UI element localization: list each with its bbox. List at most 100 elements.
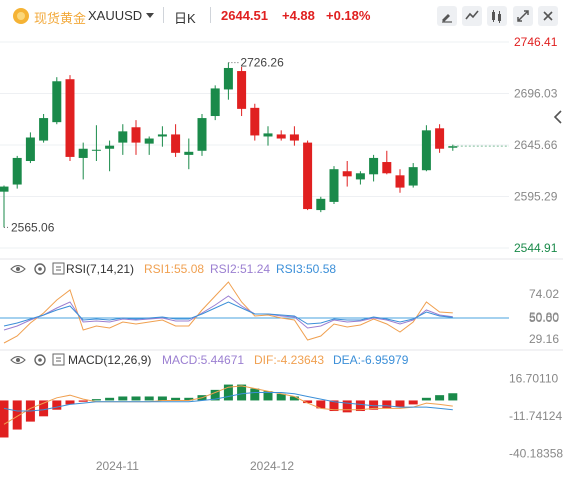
macd-bar [263,391,273,401]
candle-body [0,186,9,192]
candle-body [184,151,194,155]
candle-body [355,173,365,180]
instrument-name: 现货黄金 [34,11,87,26]
macd-bar [382,400,392,409]
macd-bar [184,397,194,401]
rsi2-value: RSI2:51.24 [210,262,270,276]
macd-bar [105,397,115,401]
period-selector[interactable]: 日K [174,11,196,26]
macd-bar [157,396,167,401]
macd-bar [329,400,339,412]
expand-icon[interactable] [52,262,65,275]
eye-icon[interactable] [10,264,26,274]
candle-body [118,131,128,143]
candle-body [12,157,22,185]
candle-body [78,148,88,158]
price-grid [0,41,509,249]
macd-bar [369,400,379,410]
divider [210,7,211,23]
gold-coin-icon [13,8,29,24]
y-tick-label: 16.70110 [509,371,558,385]
y-tick-label: -11.74124 [509,409,562,423]
x-tick-label: 2024-12 [250,459,294,473]
rsi2-line [3,295,453,331]
price-change: +4.88 [282,8,315,23]
settings-icon[interactable] [34,354,46,366]
macd-bar [289,396,299,401]
y-tick-label: 2645.66 [514,138,558,152]
macd-bar [131,396,141,401]
macd-bar [0,400,9,438]
svg-text:2726.26: 2726.26 [240,56,284,70]
macd-bar [408,400,418,405]
candle-body [210,88,220,117]
candle-body [131,127,141,143]
macd-bar [144,396,154,401]
macd-bar [171,397,181,401]
candle-body [435,128,445,149]
candle-body [316,198,326,211]
dif-value: DIF:-4.23643 [254,353,324,367]
dif-line [3,385,453,425]
candle-body [276,134,286,139]
draw-tool-icon[interactable] [437,6,457,26]
candle-body [25,137,35,162]
collapse-arrow-icon[interactable] [553,110,562,124]
instrument-symbol[interactable]: XAUUSD [88,8,143,23]
divider [163,7,164,23]
macd-bar [276,393,286,401]
macd-bar [39,400,49,417]
macd-bar [342,400,352,413]
close-icon[interactable] [538,6,558,26]
candle-body [395,175,405,188]
last-price: 2644.51 [221,8,268,23]
candle-body [382,162,392,174]
candle-body [223,67,233,90]
candle-body [171,134,181,153]
rsi-title: RSI(7,14,21) [66,262,134,276]
macd-bar [12,400,22,430]
indicator-icon[interactable] [462,6,482,26]
candle-body [157,134,167,137]
x-axis: 2024-11 2024-12 [96,459,295,473]
macd-value: MACD:5.44671 [162,353,244,367]
high-annotation: 2726.26 [228,56,284,70]
macd-bar [65,400,75,405]
macd-bar [223,384,233,401]
candle-body [369,157,379,175]
price-candles [0,62,458,228]
rsi1-line [3,281,453,344]
macd-bar [303,400,313,404]
y-tick-label: 29.16 [529,332,559,346]
rsi3-value: RSI3:50.58 [276,262,336,276]
y-tick-label: 2544.91 [514,241,558,255]
dea-line [3,392,453,412]
compare-icon[interactable] [487,6,507,26]
candle-body [421,130,431,171]
macd-bar [250,388,260,401]
expand-icon[interactable] [513,6,533,26]
macd-lines [3,385,453,425]
price-change-percent: +0.18% [326,8,371,23]
y-tick-label: 2746.41 [514,35,558,49]
macd-bar [91,399,101,401]
macd-bar [210,389,220,401]
y-tick-label: 50.80 [529,310,559,324]
dropdown-caret-icon[interactable] [146,13,154,19]
y-tick-label: 2696.03 [514,87,558,101]
x-tick-label: 2024-11 [96,459,139,473]
macd-panel: MACD(12,26,9) MACD:5.44671 DIF:-4.23643 … [0,349,563,461]
macd-title: MACD(12,26,9) [68,353,151,367]
y-tick-label: 74.02 [529,287,559,301]
candle-body [342,171,352,177]
dea-value: DEA:-6.95979 [333,353,409,367]
header-bar: 现货黄金 XAUUSD 日K 2644.51 +4.88 +0.18% [0,0,563,32]
candle-body [91,149,101,151]
macd-bar [118,396,128,401]
expand-icon[interactable] [52,353,65,366]
macd-bar [355,400,365,412]
macd-histogram [0,384,458,438]
eye-icon[interactable] [10,355,26,365]
settings-icon[interactable] [34,263,46,275]
